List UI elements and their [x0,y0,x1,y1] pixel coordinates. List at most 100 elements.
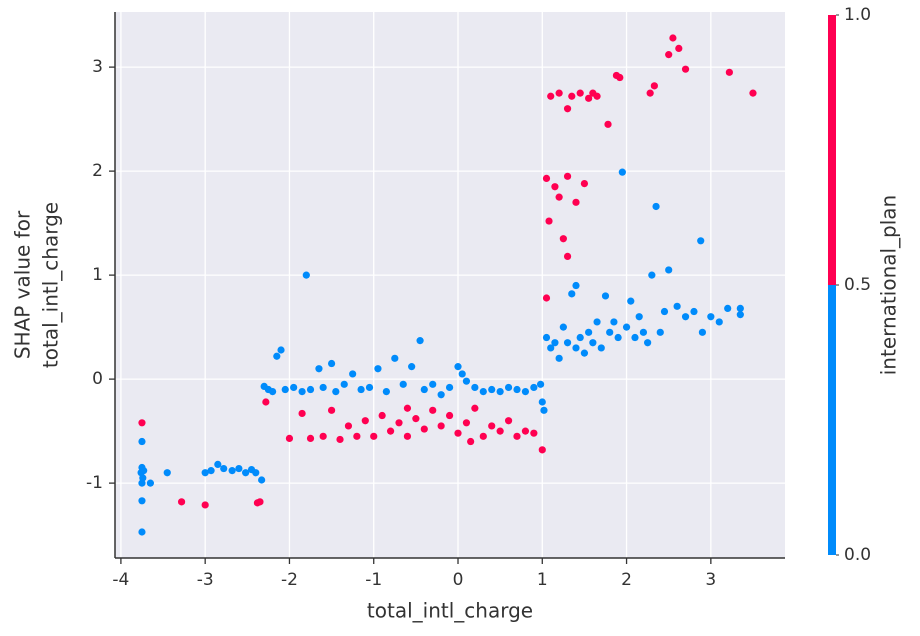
point [572,281,580,290]
point [604,120,612,128]
point [614,333,622,342]
colorbar-tick-label: 1.0 [844,5,871,25]
y-tick-label: 3 [92,57,103,77]
point [585,94,593,102]
point [382,388,390,396]
point [496,427,504,435]
point [593,318,601,326]
point [618,168,626,176]
point [681,313,690,321]
y-tick-label: 1 [92,265,103,285]
point [538,446,546,454]
point [631,333,639,342]
point [319,383,327,392]
point [268,388,277,396]
point [551,183,559,191]
point [327,406,336,414]
point [542,294,551,302]
point [635,313,643,321]
point [416,337,424,345]
x-tick-label: 3 [705,570,716,590]
x-tick-label: 0 [453,570,464,590]
point [138,528,146,536]
point [513,432,521,440]
point [471,404,479,412]
point [627,297,635,305]
point [585,328,593,336]
point [306,434,315,442]
plot-area [115,12,785,558]
point [353,432,361,440]
point [644,339,652,347]
point [606,328,614,336]
point [298,409,306,418]
point [580,180,589,188]
point [340,380,348,388]
point [547,92,555,100]
point [488,385,496,394]
point [576,89,584,97]
point [290,383,298,392]
point [675,44,683,53]
y-axis-label: SHAP value for [11,210,35,359]
point [646,89,654,97]
x-tick-label: -3 [197,570,214,590]
point [707,313,715,321]
point [551,339,559,347]
point [315,365,323,373]
point [540,406,548,414]
point [138,419,146,427]
point [458,370,466,378]
point [258,476,266,484]
point [327,359,336,368]
point [576,333,584,342]
point [479,432,487,440]
point [361,417,369,425]
point [437,391,445,399]
point [724,304,732,312]
point [302,271,310,279]
point [665,51,673,59]
point [563,252,572,260]
point [542,333,551,342]
point [281,385,289,394]
point [555,193,563,201]
point [656,328,664,336]
point [673,302,681,310]
point [504,383,513,392]
point [547,344,555,352]
point [357,385,365,394]
point [648,271,656,279]
point [445,411,454,420]
point [681,65,690,73]
point [597,344,605,352]
point [593,92,601,100]
point [273,352,281,360]
point [454,429,462,437]
colorbar-tick-label: 0.5 [844,275,871,295]
point [616,73,624,82]
point [479,388,487,396]
point [665,266,673,274]
x-tick-label: -4 [112,570,129,590]
point [725,68,733,76]
point [138,479,146,487]
point [521,388,530,396]
point [697,237,705,245]
point [344,422,353,430]
y-tick-label: 2 [92,161,103,181]
point [242,469,250,477]
x-axis-label: total_intl_charge [367,599,533,623]
point [140,467,148,475]
point [420,385,428,394]
point [214,460,222,468]
point [365,383,374,392]
point [374,365,382,373]
point [504,417,513,425]
point [391,354,399,362]
point [715,318,723,326]
y-axis-label: total_intl_charge [39,202,63,368]
point [530,383,538,392]
point [601,292,610,300]
